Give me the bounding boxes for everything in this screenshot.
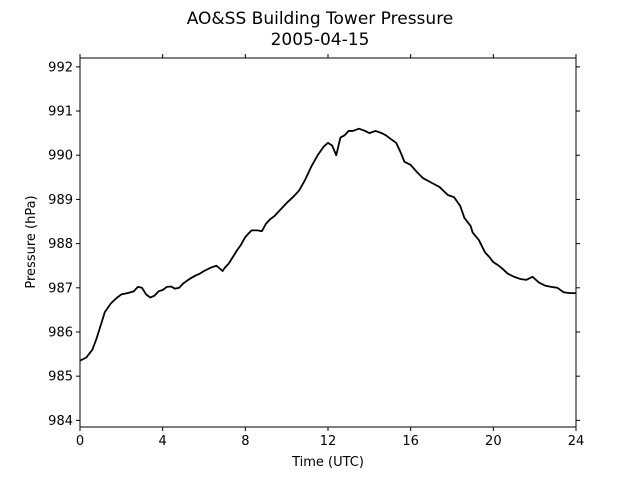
- y-tick-label: 985: [48, 370, 73, 385]
- y-tick-label: 987: [48, 281, 73, 296]
- y-tick-label: 988: [48, 237, 73, 252]
- y-tick-label: 989: [48, 193, 73, 208]
- x-tick-label: 0: [76, 434, 84, 449]
- chart-title: AO&SS Building Tower Pressure: [187, 9, 454, 29]
- x-tick-label: 12: [320, 434, 337, 449]
- x-tick-label: 20: [485, 434, 502, 449]
- chart-subtitle: 2005-04-15: [271, 30, 370, 50]
- x-axis-label: Time (UTC): [291, 455, 364, 470]
- y-tick-label: 986: [48, 325, 73, 340]
- pressure-series-line: [79, 127, 576, 362]
- plot-frame: [79, 57, 577, 428]
- x-tick-label: 24: [568, 434, 585, 449]
- tick-labels: 0 4 8 12 16 20 24 984 985 986 987 988 989 990 991 992: [48, 60, 584, 449]
- x-tick-label: 16: [402, 434, 419, 449]
- y-tick-label: 991: [48, 105, 73, 120]
- y-tick-label: 992: [48, 60, 73, 75]
- axis-ticks: [76, 54, 580, 431]
- y-tick-label: 990: [48, 149, 73, 164]
- x-tick-label: 4: [159, 434, 167, 449]
- y-axis-label: Pressure (hPa): [24, 195, 39, 288]
- y-tick-label: 984: [48, 414, 73, 429]
- x-tick-label: 8: [241, 434, 249, 449]
